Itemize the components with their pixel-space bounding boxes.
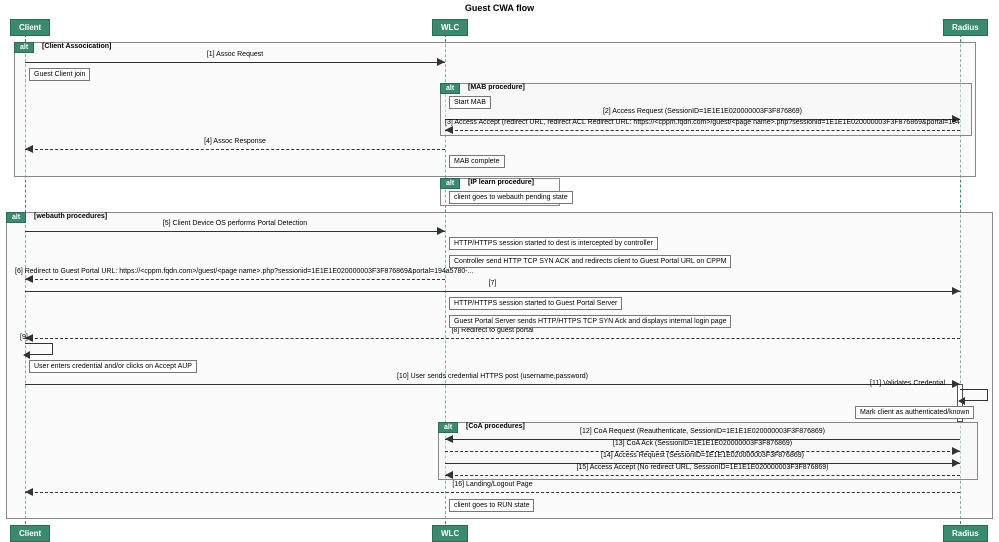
msg-7: [7] — [25, 281, 960, 293]
msg-label: [16] Landing/Logout Page — [25, 481, 960, 488]
note-start-mab: Start MAB — [449, 96, 491, 109]
alt-condition: [IP learn procedure] — [465, 178, 537, 187]
msg-label: [2] Access Request (SessionID=1E1E1E0200… — [445, 108, 960, 115]
msg-label: [15] Access Accept (No redirect URL, Ses… — [445, 464, 960, 471]
msg-landing-page: [16] Landing/Logout Page — [25, 482, 960, 494]
msg-access-accept-2: [15] Access Accept (No redirect URL, Ses… — [445, 465, 960, 477]
msg-assoc-request: [1] Assoc Request — [25, 52, 445, 64]
msg-label: [14] Access Request (SessionID=1E1E1E020… — [445, 452, 960, 459]
msg-portal-detection: [5] Client Device OS performs Portal Det… — [25, 221, 445, 233]
note-guest-join: Guest Client join — [29, 68, 90, 81]
alt-tag: alt — [440, 178, 460, 189]
msg-label: [12] CoA Request (Reauthenticate, Sessio… — [445, 428, 960, 435]
note-webauth-pending: client goes to webauth pending state — [449, 191, 573, 204]
note-intercept: HTTP/HTTPS session started to dest is in… — [449, 237, 658, 250]
msg-label: [11] Validates Credential — [870, 380, 945, 387]
msg-label: [1] Assoc Request — [25, 51, 445, 58]
msg-label: [10] User sends credential HTTPS post (u… — [25, 373, 960, 380]
msg-label: [4] Assoc Response — [25, 138, 445, 145]
msg-label: [9] — [20, 334, 28, 341]
note-portal-synack: Guest Portal Server sends HTTP/HTTPS TCP… — [449, 315, 731, 328]
diagram-title: Guest CWA flow — [0, 0, 999, 19]
note-user-enters: User enters credential and/or clicks on … — [29, 360, 197, 373]
msg-label: [7] — [25, 280, 960, 287]
note-mab-complete: MAB complete — [449, 155, 505, 168]
msg-assoc-response: [4] Assoc Response — [25, 139, 445, 151]
alt-tag: alt — [6, 212, 26, 223]
participant-radius-bottom: Radius — [943, 525, 988, 542]
msg-label: [6] Redirect to Guest Portal URL: https:… — [15, 268, 455, 275]
note-sess-to-portal: HTTP/HTTPS session started to Guest Port… — [449, 297, 622, 310]
alt-condition: [Client Assocication] — [39, 42, 114, 51]
msg-label: [8] Redirect to guest portal — [25, 327, 960, 334]
note-run-state: client goes to RUN state — [449, 499, 534, 512]
note-syn-ack-redirect: Controller send HTTP TCP SYN ACK and red… — [449, 255, 731, 268]
participant-radius-top: Radius — [943, 19, 988, 36]
msg-redirect-portal: [8] Redirect to guest portal — [25, 328, 960, 340]
msg-label: [3] Access Accept (redirect URL, redirec… — [445, 119, 960, 126]
note-mark-auth: Mark client as authenticated/known — [855, 406, 974, 419]
alt-tag: alt — [440, 83, 460, 94]
alt-condition: [MAB procedure] — [465, 83, 528, 92]
participant-client-top: Client — [10, 19, 50, 36]
msg-label: [5] Client Device OS performs Portal Det… — [25, 220, 445, 227]
participant-client-bottom: Client — [10, 525, 50, 542]
msg-label: [13] CoA Ack (SessionID=1E1E1E020000003F… — [445, 440, 960, 447]
msg-send-credential: [10] User sends credential HTTPS post (u… — [25, 374, 960, 386]
participant-wlc-bottom: WLC — [432, 525, 468, 542]
participant-wlc-top: WLC — [432, 19, 468, 36]
msg-access-accept-1: [3] Access Accept (redirect URL, redirec… — [445, 120, 960, 132]
sequence-stage: Client WLC Radius Client WLC Radius alt … — [0, 19, 999, 539]
